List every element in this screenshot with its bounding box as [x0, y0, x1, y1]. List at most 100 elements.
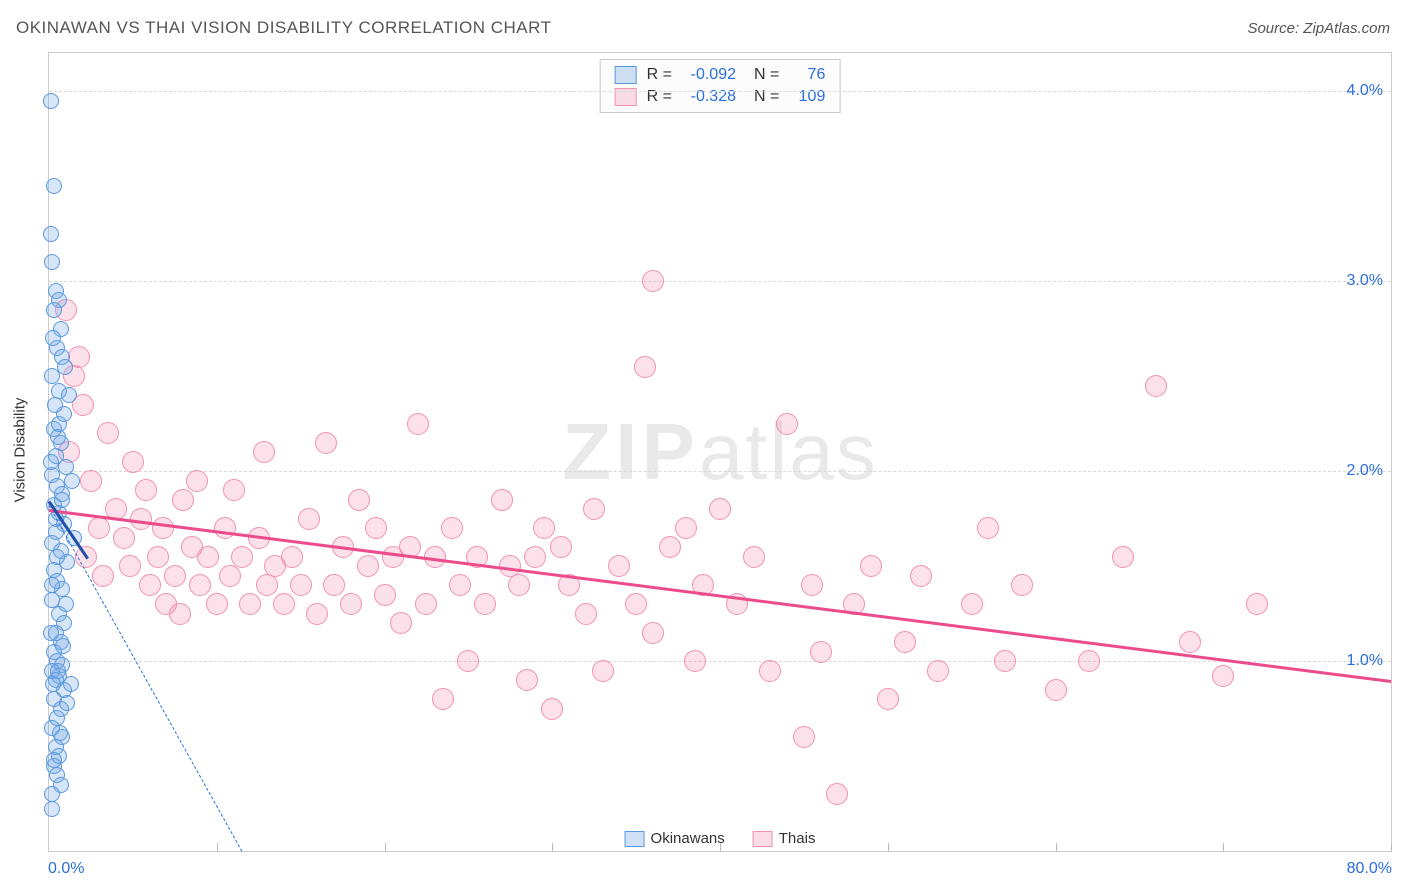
data-point	[80, 470, 102, 492]
data-point	[49, 549, 65, 565]
stats-legend-row: R =-0.328N =109	[615, 86, 826, 108]
data-point	[642, 270, 664, 292]
data-point	[298, 508, 320, 530]
data-point	[709, 498, 731, 520]
x-tick	[888, 843, 889, 851]
legend-swatch	[615, 66, 637, 84]
data-point	[47, 397, 63, 413]
data-point	[273, 593, 295, 615]
data-point	[1145, 375, 1167, 397]
data-point	[113, 527, 135, 549]
data-point	[810, 641, 832, 663]
data-point	[186, 470, 208, 492]
data-point	[46, 752, 62, 768]
data-point	[43, 625, 59, 641]
y-tick-label: 4.0%	[1347, 82, 1383, 100]
n-value: 76	[789, 66, 825, 84]
data-point	[64, 473, 80, 489]
data-point	[43, 454, 59, 470]
data-point	[390, 612, 412, 634]
gridline	[49, 91, 1391, 92]
data-point	[357, 555, 379, 577]
data-point	[44, 801, 60, 817]
data-point	[61, 387, 77, 403]
data-point	[524, 546, 546, 568]
data-point	[315, 432, 337, 454]
data-point	[44, 577, 60, 593]
data-point	[541, 698, 563, 720]
data-point	[575, 603, 597, 625]
data-point	[441, 517, 463, 539]
legend-label: Okinawans	[651, 830, 725, 847]
data-point	[583, 498, 605, 520]
x-tick	[385, 843, 386, 851]
data-point	[1011, 574, 1033, 596]
n-label: N =	[754, 66, 779, 84]
data-point	[860, 555, 882, 577]
data-point	[1179, 631, 1201, 653]
data-point	[1246, 593, 1268, 615]
data-point	[457, 650, 479, 672]
data-point	[491, 489, 513, 511]
data-point	[88, 517, 110, 539]
data-point	[189, 574, 211, 596]
data-point	[374, 584, 396, 606]
y-tick-label: 2.0%	[1347, 462, 1383, 480]
data-point	[415, 593, 437, 615]
x-tick	[1391, 843, 1392, 851]
data-point	[449, 574, 471, 596]
legend-item: Okinawans	[625, 830, 725, 847]
data-point	[172, 489, 194, 511]
data-point	[592, 660, 614, 682]
data-point	[63, 676, 79, 692]
data-point	[826, 783, 848, 805]
data-point	[43, 93, 59, 109]
data-point	[169, 603, 191, 625]
legend-swatch	[625, 831, 645, 847]
data-point	[256, 574, 278, 596]
data-point	[239, 593, 261, 615]
data-point	[516, 669, 538, 691]
data-point	[135, 479, 157, 501]
gridline	[49, 661, 1391, 662]
data-point	[55, 638, 71, 654]
data-point	[46, 178, 62, 194]
stats-legend-row: R =-0.092N =76	[615, 64, 826, 86]
data-point	[508, 574, 530, 596]
data-point	[533, 517, 555, 539]
data-point	[45, 330, 61, 346]
x-min-label: 0.0%	[48, 860, 84, 878]
x-tick	[1056, 843, 1057, 851]
data-point	[152, 517, 174, 539]
data-point	[894, 631, 916, 653]
x-tick	[217, 843, 218, 851]
y-tick-label: 1.0%	[1347, 652, 1383, 670]
stats-legend: R =-0.092N =76R =-0.328N =109	[600, 59, 841, 113]
data-point	[46, 302, 62, 318]
data-point	[306, 603, 328, 625]
data-point	[44, 786, 60, 802]
chart-source: Source: ZipAtlas.com	[1247, 20, 1390, 37]
y-tick-label: 3.0%	[1347, 272, 1383, 290]
data-point	[994, 650, 1016, 672]
data-point	[206, 593, 228, 615]
data-point	[642, 622, 664, 644]
data-point	[474, 593, 496, 615]
data-point	[407, 413, 429, 435]
chart-header: OKINAWAN VS THAI VISION DISABILITY CORRE…	[16, 18, 1390, 38]
data-point	[927, 660, 949, 682]
data-point	[214, 517, 236, 539]
data-point	[1212, 665, 1234, 687]
data-point	[253, 441, 275, 463]
legend-swatch	[753, 831, 773, 847]
data-point	[51, 416, 67, 432]
data-point	[801, 574, 823, 596]
data-point	[1112, 546, 1134, 568]
data-point	[961, 593, 983, 615]
data-point	[684, 650, 706, 672]
data-point	[340, 593, 362, 615]
gridline	[49, 281, 1391, 282]
data-point	[43, 226, 59, 242]
data-point	[52, 725, 68, 741]
data-point	[759, 660, 781, 682]
